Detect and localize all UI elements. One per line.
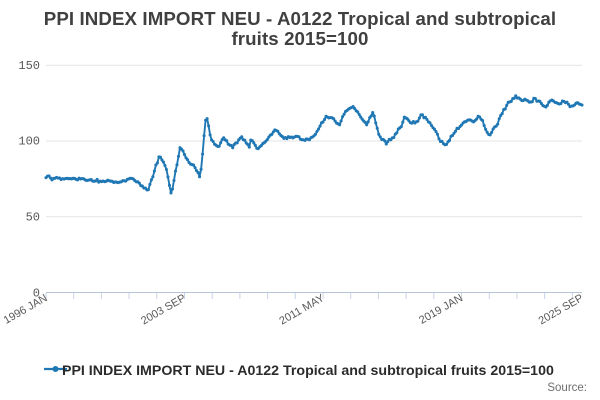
svg-text:100: 100 [18, 135, 40, 149]
svg-text:2019 JAN: 2019 JAN [417, 292, 465, 327]
svg-text:2011 MAY: 2011 MAY [277, 292, 327, 328]
svg-text:2025 SEP: 2025 SEP [537, 292, 586, 327]
svg-text:1996 JAN: 1996 JAN [2, 292, 50, 327]
svg-text:2003 SEP: 2003 SEP [139, 292, 188, 327]
svg-text:50: 50 [26, 211, 40, 225]
svg-text:150: 150 [18, 59, 40, 73]
